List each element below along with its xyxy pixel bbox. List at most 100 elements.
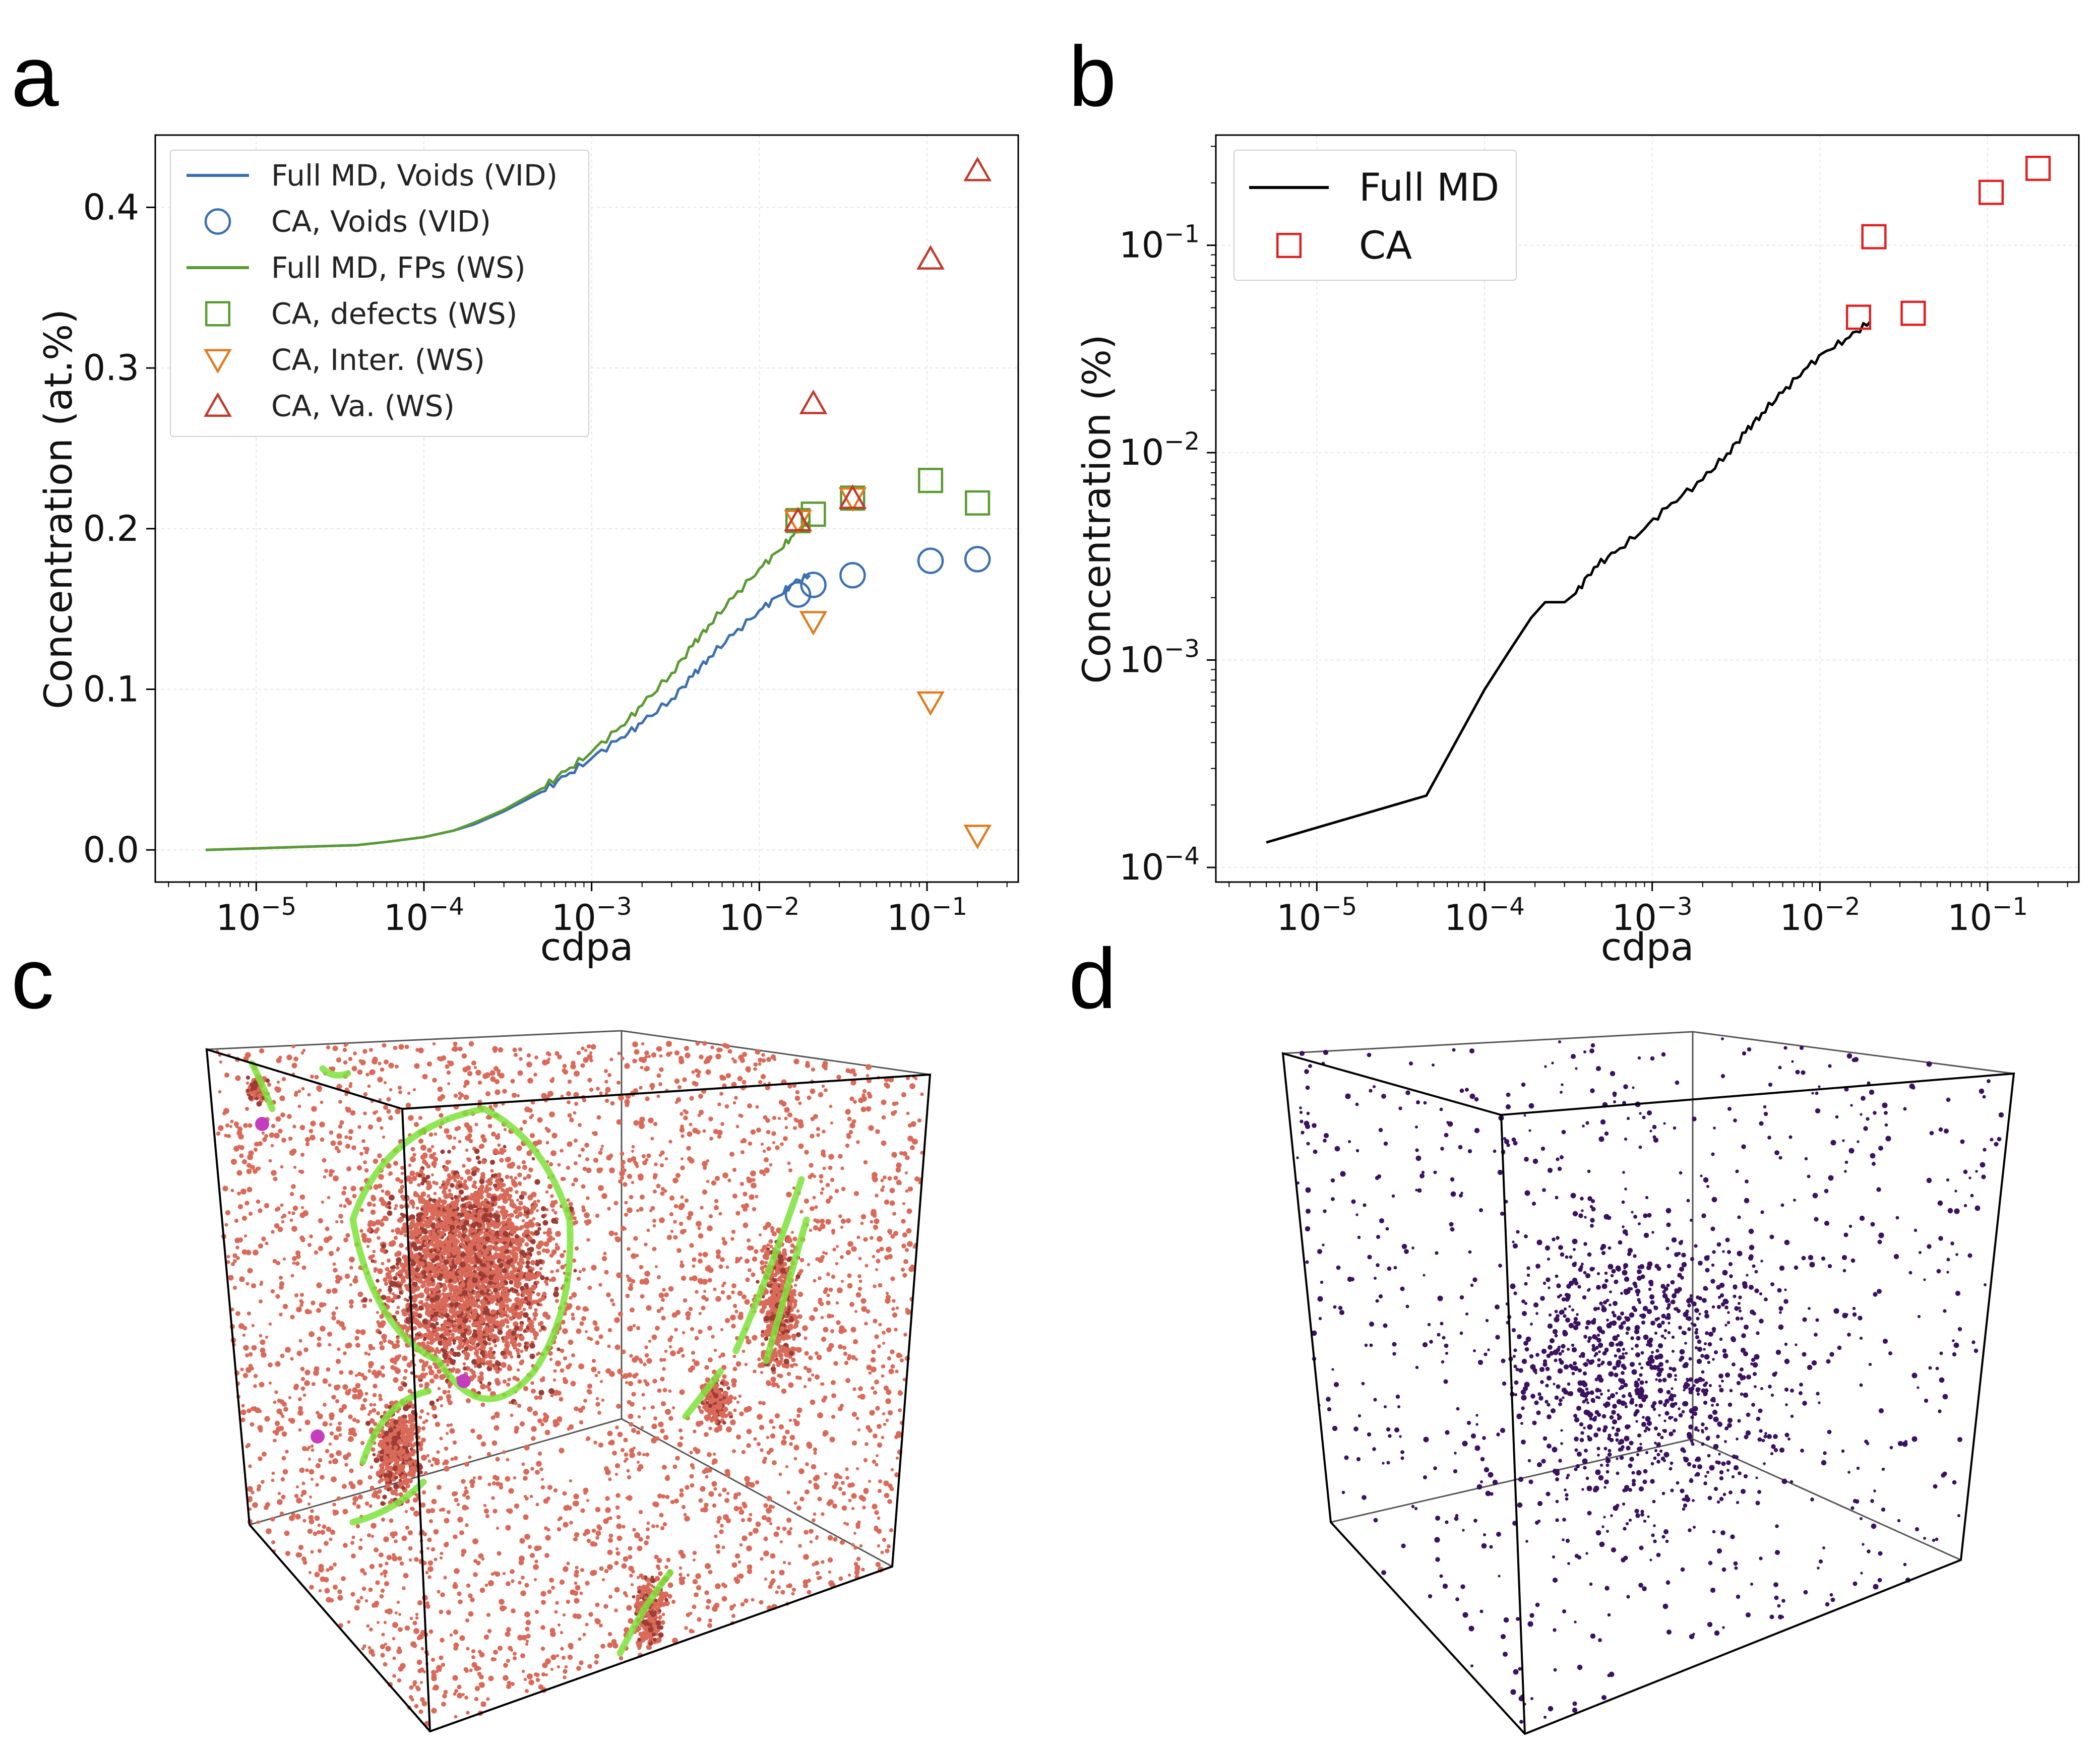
defect-point	[578, 1363, 584, 1369]
defect-point	[329, 1566, 334, 1571]
defect-point	[524, 1583, 529, 1588]
defect-point	[535, 1672, 540, 1677]
defect-point	[623, 1556, 629, 1562]
defect-point	[766, 1450, 771, 1455]
defect-point	[412, 1643, 417, 1648]
defect-point	[478, 1682, 482, 1686]
defect-point	[851, 1355, 856, 1360]
defect-point	[290, 1315, 295, 1320]
defect-point	[847, 1116, 852, 1121]
defect-point	[383, 1662, 388, 1667]
cluster-point	[453, 1136, 457, 1140]
defect-point	[368, 1504, 373, 1508]
defect-point	[310, 1444, 314, 1448]
defect-point	[820, 1316, 824, 1320]
defect-point	[367, 1352, 371, 1356]
defect-point	[740, 1140, 744, 1144]
defect-point	[324, 1541, 329, 1546]
defect-point	[731, 1229, 736, 1234]
defect-point	[369, 1564, 375, 1570]
defect-point	[813, 1447, 818, 1452]
defect-point	[766, 1130, 771, 1135]
defect-point	[853, 1546, 857, 1550]
defect-point	[697, 1226, 701, 1230]
defect-point	[608, 1441, 612, 1445]
defect-point	[651, 1052, 657, 1058]
defect-point	[239, 1153, 244, 1158]
defect-point	[258, 1409, 262, 1413]
defect-point	[338, 1276, 343, 1281]
defect-point	[762, 1149, 766, 1153]
defect-point	[304, 1369, 311, 1376]
defect-point	[382, 1135, 386, 1139]
defect-point	[606, 1155, 612, 1161]
defect-point	[858, 1097, 864, 1103]
defect-point	[912, 1139, 918, 1145]
y-tick-label: 0.1	[83, 669, 139, 710]
defect-point	[246, 1186, 253, 1193]
defect-point	[323, 1577, 329, 1583]
defect-point	[437, 1485, 442, 1490]
defect-point	[835, 1262, 839, 1266]
defect-point	[519, 1057, 523, 1061]
cluster-point	[396, 1294, 401, 1299]
defect-point	[473, 1476, 476, 1479]
defect-point	[516, 1094, 520, 1098]
defect-point	[379, 1397, 383, 1401]
defect-point	[246, 1168, 252, 1174]
cluster-point	[563, 1249, 567, 1254]
defect-point	[477, 1666, 481, 1670]
x-tick-label: 10−5	[216, 893, 296, 939]
defect-point	[831, 1231, 835, 1235]
defect-point	[633, 1120, 639, 1126]
cluster-point	[528, 1167, 533, 1172]
defect-point	[318, 1458, 323, 1463]
defect-point	[693, 1429, 697, 1433]
defect-point	[408, 1558, 412, 1562]
defect-point	[511, 1579, 515, 1583]
series-line-full-md	[1266, 320, 1872, 844]
defect-point	[426, 1412, 430, 1416]
defect-point	[446, 1609, 452, 1615]
defect-point	[333, 1268, 338, 1273]
defect-point	[280, 1112, 285, 1117]
defect-point	[369, 1485, 375, 1490]
defect-point	[910, 1145, 915, 1150]
defect-point	[815, 1571, 820, 1576]
defect-point	[409, 1685, 414, 1690]
defect-point	[300, 1293, 304, 1297]
defect-point	[331, 1311, 336, 1316]
defect-point	[658, 1082, 662, 1086]
defect-point	[452, 1675, 458, 1681]
defect-point	[868, 1479, 872, 1483]
defect-point	[349, 1469, 353, 1473]
defect-point	[506, 1683, 512, 1690]
defect-point	[662, 1388, 667, 1393]
defect-point	[245, 1249, 252, 1256]
defect-point	[727, 1178, 731, 1182]
defect-point	[287, 1211, 291, 1215]
chart-b-x-ticks: 10−5 10−4 10−3 10−2 10−1	[1228, 882, 2068, 939]
defect-point	[662, 1288, 666, 1292]
defect-point	[828, 1154, 834, 1160]
defect-point	[617, 1431, 623, 1438]
defect-point	[779, 1570, 785, 1576]
defect-point	[522, 1164, 528, 1170]
defect-point	[553, 1422, 558, 1427]
defect-point	[506, 1659, 510, 1663]
defect-point	[559, 1397, 564, 1402]
defect-point	[308, 1331, 315, 1337]
defect-point	[764, 1261, 768, 1265]
defect-point	[679, 1488, 684, 1493]
defect-point	[841, 1505, 847, 1511]
defect-point	[583, 1399, 587, 1403]
defect-point	[679, 1127, 685, 1133]
defect-point	[364, 1150, 369, 1155]
defect-point	[506, 1383, 510, 1387]
defect-point	[718, 1493, 722, 1497]
defect-point	[322, 1158, 327, 1163]
defect-point	[821, 1187, 825, 1191]
defect-point	[623, 1182, 628, 1187]
defect-point	[444, 1446, 449, 1451]
defect-point	[595, 1402, 600, 1407]
